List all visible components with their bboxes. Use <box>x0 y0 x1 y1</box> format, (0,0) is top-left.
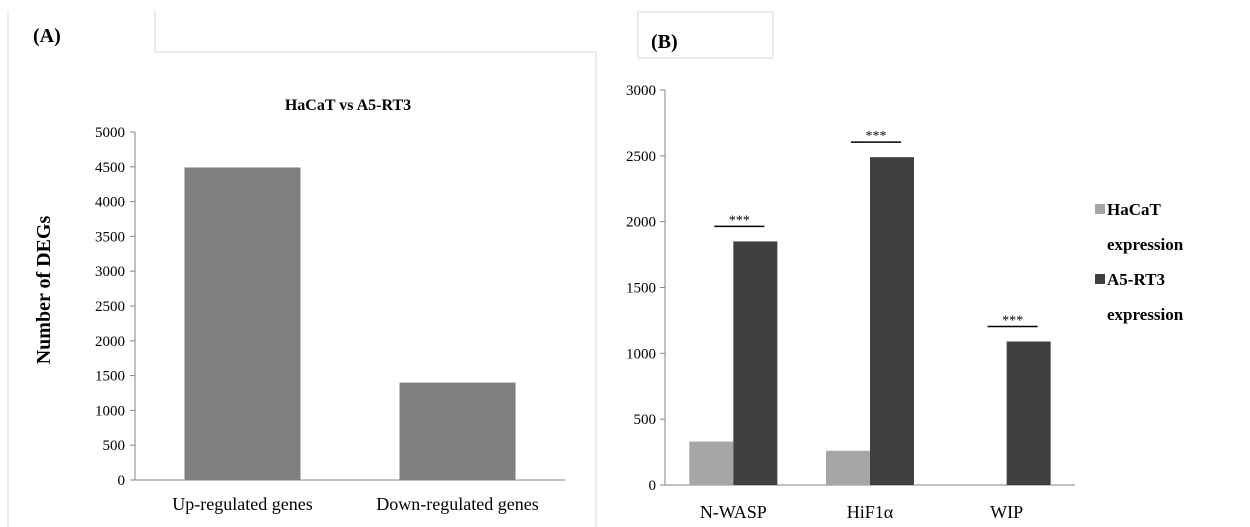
chart-a-y-tick-label: 1000 <box>95 403 125 419</box>
chart-a-y-tick-label: 4000 <box>95 195 125 211</box>
chart-b-legend-label: A5-RT3 <box>1107 270 1165 289</box>
chart-a-y-tick-label: 3500 <box>95 229 125 245</box>
chart-b-legend-label: expression <box>1107 235 1184 254</box>
chart-b-y-tick-label: 1500 <box>626 281 656 297</box>
panel-a-label: (A) <box>33 25 61 47</box>
chart-b-bar <box>733 241 778 485</box>
chart-b-y-tick-label: 500 <box>634 412 657 428</box>
chart-a-x-labels: Up-regulated genes Down-regulated genes <box>172 494 538 514</box>
chart-b-legend-label: expression <box>1107 305 1184 324</box>
chart-a-y-ticks: 0 500 1000 1500 2000 2500 3000 3500 4000 4500 5000 <box>95 125 135 489</box>
panel-b-label-box <box>637 11 774 59</box>
chart-b-y-tick-label: 3000 <box>626 83 656 99</box>
chart-a-title: HaCaT vs A5-RT3 <box>285 97 411 114</box>
chart-b-bar <box>870 157 914 485</box>
chart-b-y-tick-label: 2500 <box>626 149 656 165</box>
panel-b-label: (B) <box>651 31 678 53</box>
chart-b-x-tick-label: N-WASP <box>700 502 767 522</box>
chart-a-y-tick-label: 3000 <box>95 264 125 280</box>
chart-a-y-axis-label: Number of DEGs <box>33 216 55 365</box>
chart-b: 0 500 1000 1500 2000 2500 3000 *** *** *** N-WAS… <box>626 83 1184 522</box>
chart-b-bars <box>689 157 1051 485</box>
chart-a-bar <box>184 167 301 480</box>
chart-a: HaCaT vs A5-RT3 Number of DEGs 0 500 1000 1… <box>33 97 565 514</box>
chart-a-y-tick-label: 5000 <box>95 125 125 141</box>
chart-b-y-tick-label: 1000 <box>626 346 656 362</box>
chart-b-legend-swatch <box>1095 204 1105 214</box>
chart-a-y-tick-label: 500 <box>103 438 126 454</box>
chart-a-y-tick-label: 2500 <box>95 299 125 315</box>
chart-b-legend: HaCaT expression A5-RT3 expression <box>1095 200 1184 324</box>
chart-a-bar <box>399 382 516 480</box>
chart-b-y-tick-label: 2000 <box>626 215 656 231</box>
panel-a-frame <box>7 10 597 527</box>
chart-b-bar <box>689 441 734 485</box>
chart-b-bar <box>1006 341 1051 485</box>
chart-b-significance: *** *** *** <box>714 129 1038 328</box>
chart-b-x-tick-label: WIP <box>990 502 1023 522</box>
chart-a-x-tick-label: Up-regulated genes <box>172 494 312 514</box>
chart-b-significance-label: *** <box>729 213 750 228</box>
chart-a-x-tick-label: Down-regulated genes <box>376 494 538 514</box>
chart-b-legend-swatch <box>1095 274 1105 284</box>
chart-a-y-tick-label: 2000 <box>95 334 125 350</box>
chart-b-legend-label: HaCaT <box>1107 200 1162 219</box>
chart-b-y-ticks: 0 500 1000 1500 2000 2500 3000 <box>626 83 665 494</box>
chart-b-x-tick-label: HiF1α <box>847 502 894 522</box>
chart-b-x-labels: N-WASP HiF1α WIP <box>700 502 1023 522</box>
chart-a-y-tick-label: 1500 <box>95 369 125 385</box>
chart-b-significance-label: *** <box>866 129 887 144</box>
chart-b-bar <box>826 450 870 485</box>
chart-a-bars <box>184 167 516 480</box>
chart-a-y-tick-label: 4500 <box>95 160 125 176</box>
chart-b-significance-label: *** <box>1002 313 1023 328</box>
chart-b-y-tick-label: 0 <box>649 478 657 494</box>
chart-a-y-tick-label: 0 <box>118 473 126 489</box>
